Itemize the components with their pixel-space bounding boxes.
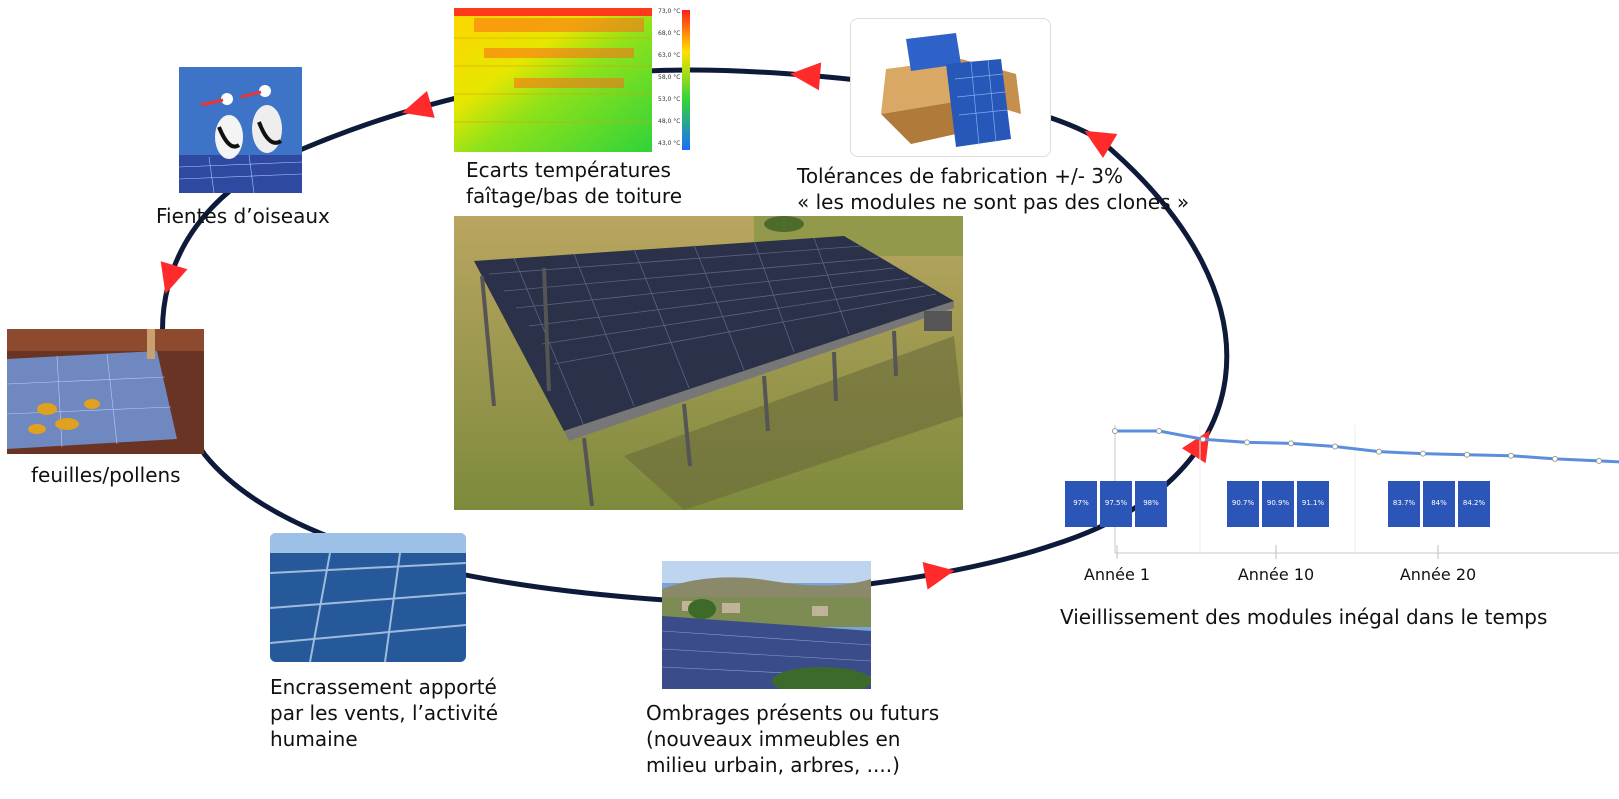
chart-point xyxy=(1288,440,1294,447)
module-percentage-label: 98% xyxy=(1143,499,1159,507)
thermal-scale-label: 73,0 °C xyxy=(658,8,681,15)
caption-line: Tolérances de fabrication +/- 3% xyxy=(797,164,1123,188)
leaves-on-panel-image xyxy=(7,329,204,454)
caption-line: Fientes d’oiseaux xyxy=(156,204,330,228)
module-block xyxy=(1262,481,1294,527)
cycle-arrow-icon xyxy=(160,261,188,294)
chart-point xyxy=(1376,448,1382,455)
cycle-arrow-icon xyxy=(402,91,435,118)
cycle-arrow-icon xyxy=(790,62,822,91)
caption-line: Ombrages présents ou futurs xyxy=(646,701,940,725)
chart-point xyxy=(1244,439,1250,446)
caption-leaves: feuilles/pollens xyxy=(31,462,181,488)
thermal-scale-label: 48,0 °C xyxy=(658,118,681,125)
caption-line: milieu urbain, arbres, ....) xyxy=(646,753,900,777)
thermal-scale-label: 68,0 °C xyxy=(658,30,681,37)
caption-line: Encrassement apporté xyxy=(270,675,497,699)
chart-point xyxy=(1596,457,1602,464)
chart-point xyxy=(1112,428,1118,434)
chart-point xyxy=(1200,436,1206,443)
chart-point xyxy=(1332,443,1338,450)
module-percentage-label: 84.2% xyxy=(1463,499,1486,507)
module-percentage-label: 90.7% xyxy=(1232,499,1255,507)
thermal-scale-label: 53,0 °C xyxy=(658,96,681,103)
dusty-panel-image xyxy=(270,533,466,662)
shading-photo xyxy=(662,561,871,689)
caption-temperature: Ecarts températures faîtage/bas de toitu… xyxy=(466,157,682,209)
solar-barn-photo xyxy=(454,216,963,510)
thermal-scale-label: 43,0 °C xyxy=(658,140,681,147)
module-block xyxy=(1100,481,1132,527)
aging-chart: 97% 97.5% 98% 90.7% 90.9% 91.1% 83.7% 84% 84.2% … xyxy=(1055,425,1619,590)
storks-image xyxy=(179,67,302,193)
caption-line: « les modules ne sont pas des clones » xyxy=(797,190,1190,214)
cycle-arrow-icon xyxy=(1084,130,1118,159)
chart-point xyxy=(1464,451,1470,458)
caption-line: (nouveaux immeubles en xyxy=(646,727,901,751)
module-percentage-label: 84% xyxy=(1431,499,1447,507)
caption-line: faîtage/bas de toiture xyxy=(466,184,683,208)
thermal-image: 73,0 °C 68,0 °C 63,0 °C 58,0 °C 53,0 °C 48,0 … xyxy=(454,8,692,152)
cycle-line xyxy=(160,67,1230,603)
chart-point xyxy=(1156,428,1162,434)
thermal-scale-label: 63,0 °C xyxy=(658,52,681,59)
module-block xyxy=(1065,481,1097,527)
chart-category-label: Année 1 xyxy=(1083,565,1151,584)
module-percentage-label: 97.5% xyxy=(1105,499,1128,507)
caption-line: Ecarts températures xyxy=(466,158,671,182)
module-block xyxy=(1135,481,1167,527)
module-block xyxy=(1458,481,1490,527)
caption-line: feuilles/pollens xyxy=(31,463,181,487)
module-block xyxy=(1227,481,1259,527)
caption-aging: Vieillissement des modules inégal dans l… xyxy=(1060,604,1547,630)
module-percentage-label: 97% xyxy=(1073,499,1089,507)
module-percentage-label: 90.9% xyxy=(1267,499,1290,507)
chart-point xyxy=(1552,455,1558,462)
caption-line: Vieillissement des modules inégal dans l… xyxy=(1060,605,1548,629)
chart-category-label: Année 20 xyxy=(1399,565,1477,584)
caption-line: humaine xyxy=(270,727,358,751)
caption-birds: Fientes d’oiseaux xyxy=(156,203,330,229)
chart-category-label: Année 10 xyxy=(1237,565,1315,584)
module-block xyxy=(1297,481,1329,527)
chart-point xyxy=(1508,452,1514,459)
caption-shading: Ombrages présents ou futurs (nouveaux im… xyxy=(646,700,940,778)
caption-line: par les vents, l’activité xyxy=(270,701,499,725)
caption-manufacturing: Tolérances de fabrication +/- 3% « les m… xyxy=(797,163,1189,215)
chart-series-line xyxy=(1115,429,1619,464)
module-percentage-label: 83.7% xyxy=(1393,499,1416,507)
chart-point xyxy=(1420,450,1426,457)
caption-soiling: Encrassement apporté par les vents, l’ac… xyxy=(270,674,498,752)
boxes-image xyxy=(850,18,1051,157)
module-block xyxy=(1388,481,1420,527)
cycle-arrow-icon xyxy=(922,562,955,590)
module-block xyxy=(1423,481,1455,527)
module-percentage-label: 91.1% xyxy=(1302,499,1325,507)
thermal-scale-label: 58,0 °C xyxy=(658,74,681,81)
